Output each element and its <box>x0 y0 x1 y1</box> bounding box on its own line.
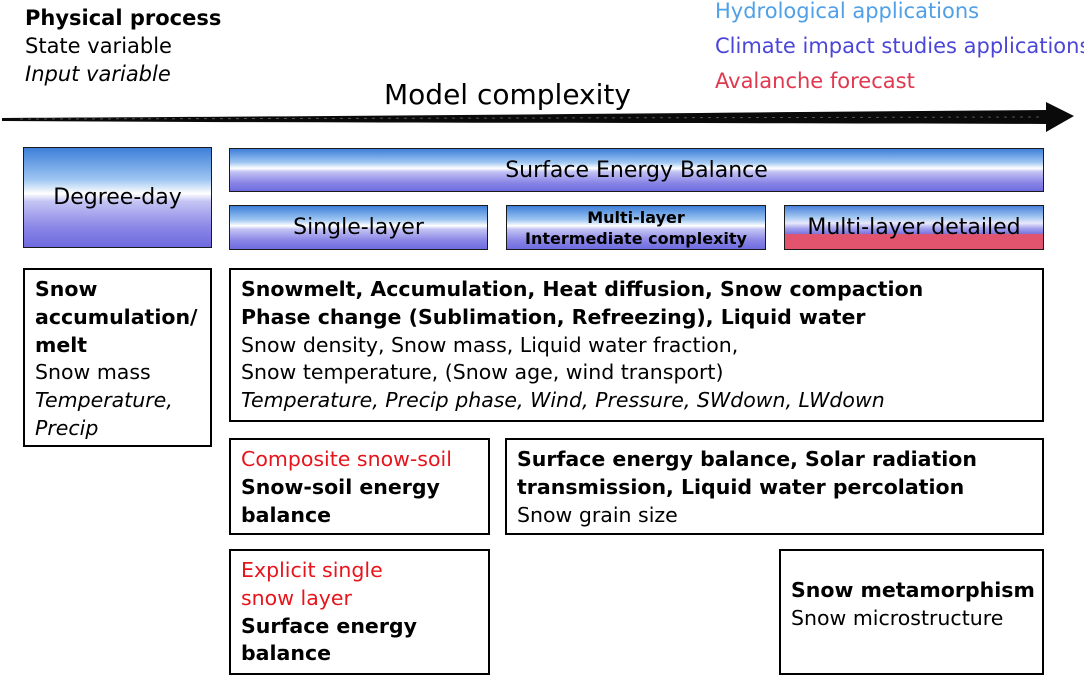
multi-layer-box: Multi-layer Intermediate complexity <box>506 205 766 250</box>
surface-energy-balance-box: Surface Energy Balance <box>229 148 1044 192</box>
composite-title: Composite snow-soil <box>241 447 452 471</box>
process-line: Snow <box>35 277 98 301</box>
axis-title: Model complexity <box>384 78 631 111</box>
explicit-title-line: snow layer <box>241 585 352 610</box>
process-line: transmission, Liquid water percolation <box>517 474 965 499</box>
state-line: Snow density, Snow mass, Liquid water fr… <box>241 332 739 357</box>
degree-day-box: Degree-day <box>23 147 212 248</box>
process-line: Snow metamorphism <box>791 578 1035 602</box>
state-line: Snow grain size <box>517 502 678 527</box>
explicit-title-line: Explicit single <box>241 558 383 582</box>
legend-input-variable: Input variable <box>25 62 171 86</box>
legend-climate: Climate impact studies applications <box>715 34 1084 58</box>
surface-energy-balance-label: Surface Energy Balance <box>505 157 768 183</box>
process-line: Surface energy <box>241 613 417 638</box>
intermediate-details: Surface energy balance, Solar radiation … <box>505 438 1044 535</box>
seb-details: Snowmelt, Accumulation, Heat diffusion, … <box>229 268 1044 422</box>
process-line: Snowmelt, Accumulation, Heat diffusion, … <box>241 277 924 301</box>
state-line: Snow microstructure <box>791 605 1004 630</box>
process-line: Surface energy balance, Solar radiation <box>517 447 977 471</box>
multi-layer-label: Multi-layer <box>587 207 685 227</box>
input-line: Temperature, <box>35 388 173 413</box>
single-layer-label: Single-layer <box>293 215 424 240</box>
single-layer-box: Single-layer <box>229 205 488 250</box>
process-line: balance <box>241 641 332 666</box>
multi-layer-detailed-label: Multi-layer detailed <box>807 215 1021 240</box>
process-line: accumulation/ <box>35 304 198 329</box>
degree-day-label: Degree-day <box>53 185 182 210</box>
degree-day-details: Snow accumulation/ melt Snow mass Temper… <box>23 268 212 447</box>
explicit-details: Explicit single snow layer Surface energ… <box>229 549 490 675</box>
state-line: Snow temperature, (Snow age, wind transp… <box>241 360 724 385</box>
detailed-details: Snow metamorphism Snow microstructure <box>779 549 1044 675</box>
input-line: Temperature, Precip phase, Wind, Pressur… <box>241 388 885 413</box>
complexity-arrow <box>2 102 1074 132</box>
intermediate-complexity-label: Intermediate complexity <box>525 228 747 248</box>
legend-avalanche: Avalanche forecast <box>715 69 915 93</box>
legend-physical-process: Physical process <box>25 6 222 30</box>
composite-details: Composite snow-soil Snow-soil energy bal… <box>229 438 490 535</box>
legend-hydrological: Hydrological applications <box>715 0 980 23</box>
process-line: balance <box>241 502 332 527</box>
legend-state-variable: State variable <box>25 34 172 58</box>
state-line: Snow mass <box>35 360 151 385</box>
process-line: Phase change (Sublimation, Refreezing), … <box>241 304 866 329</box>
input-line: Precip <box>35 415 99 440</box>
process-line: Snow-soil energy <box>241 474 440 499</box>
multi-layer-detailed-box: Multi-layer detailed <box>784 205 1044 250</box>
process-line: melt <box>35 332 88 357</box>
